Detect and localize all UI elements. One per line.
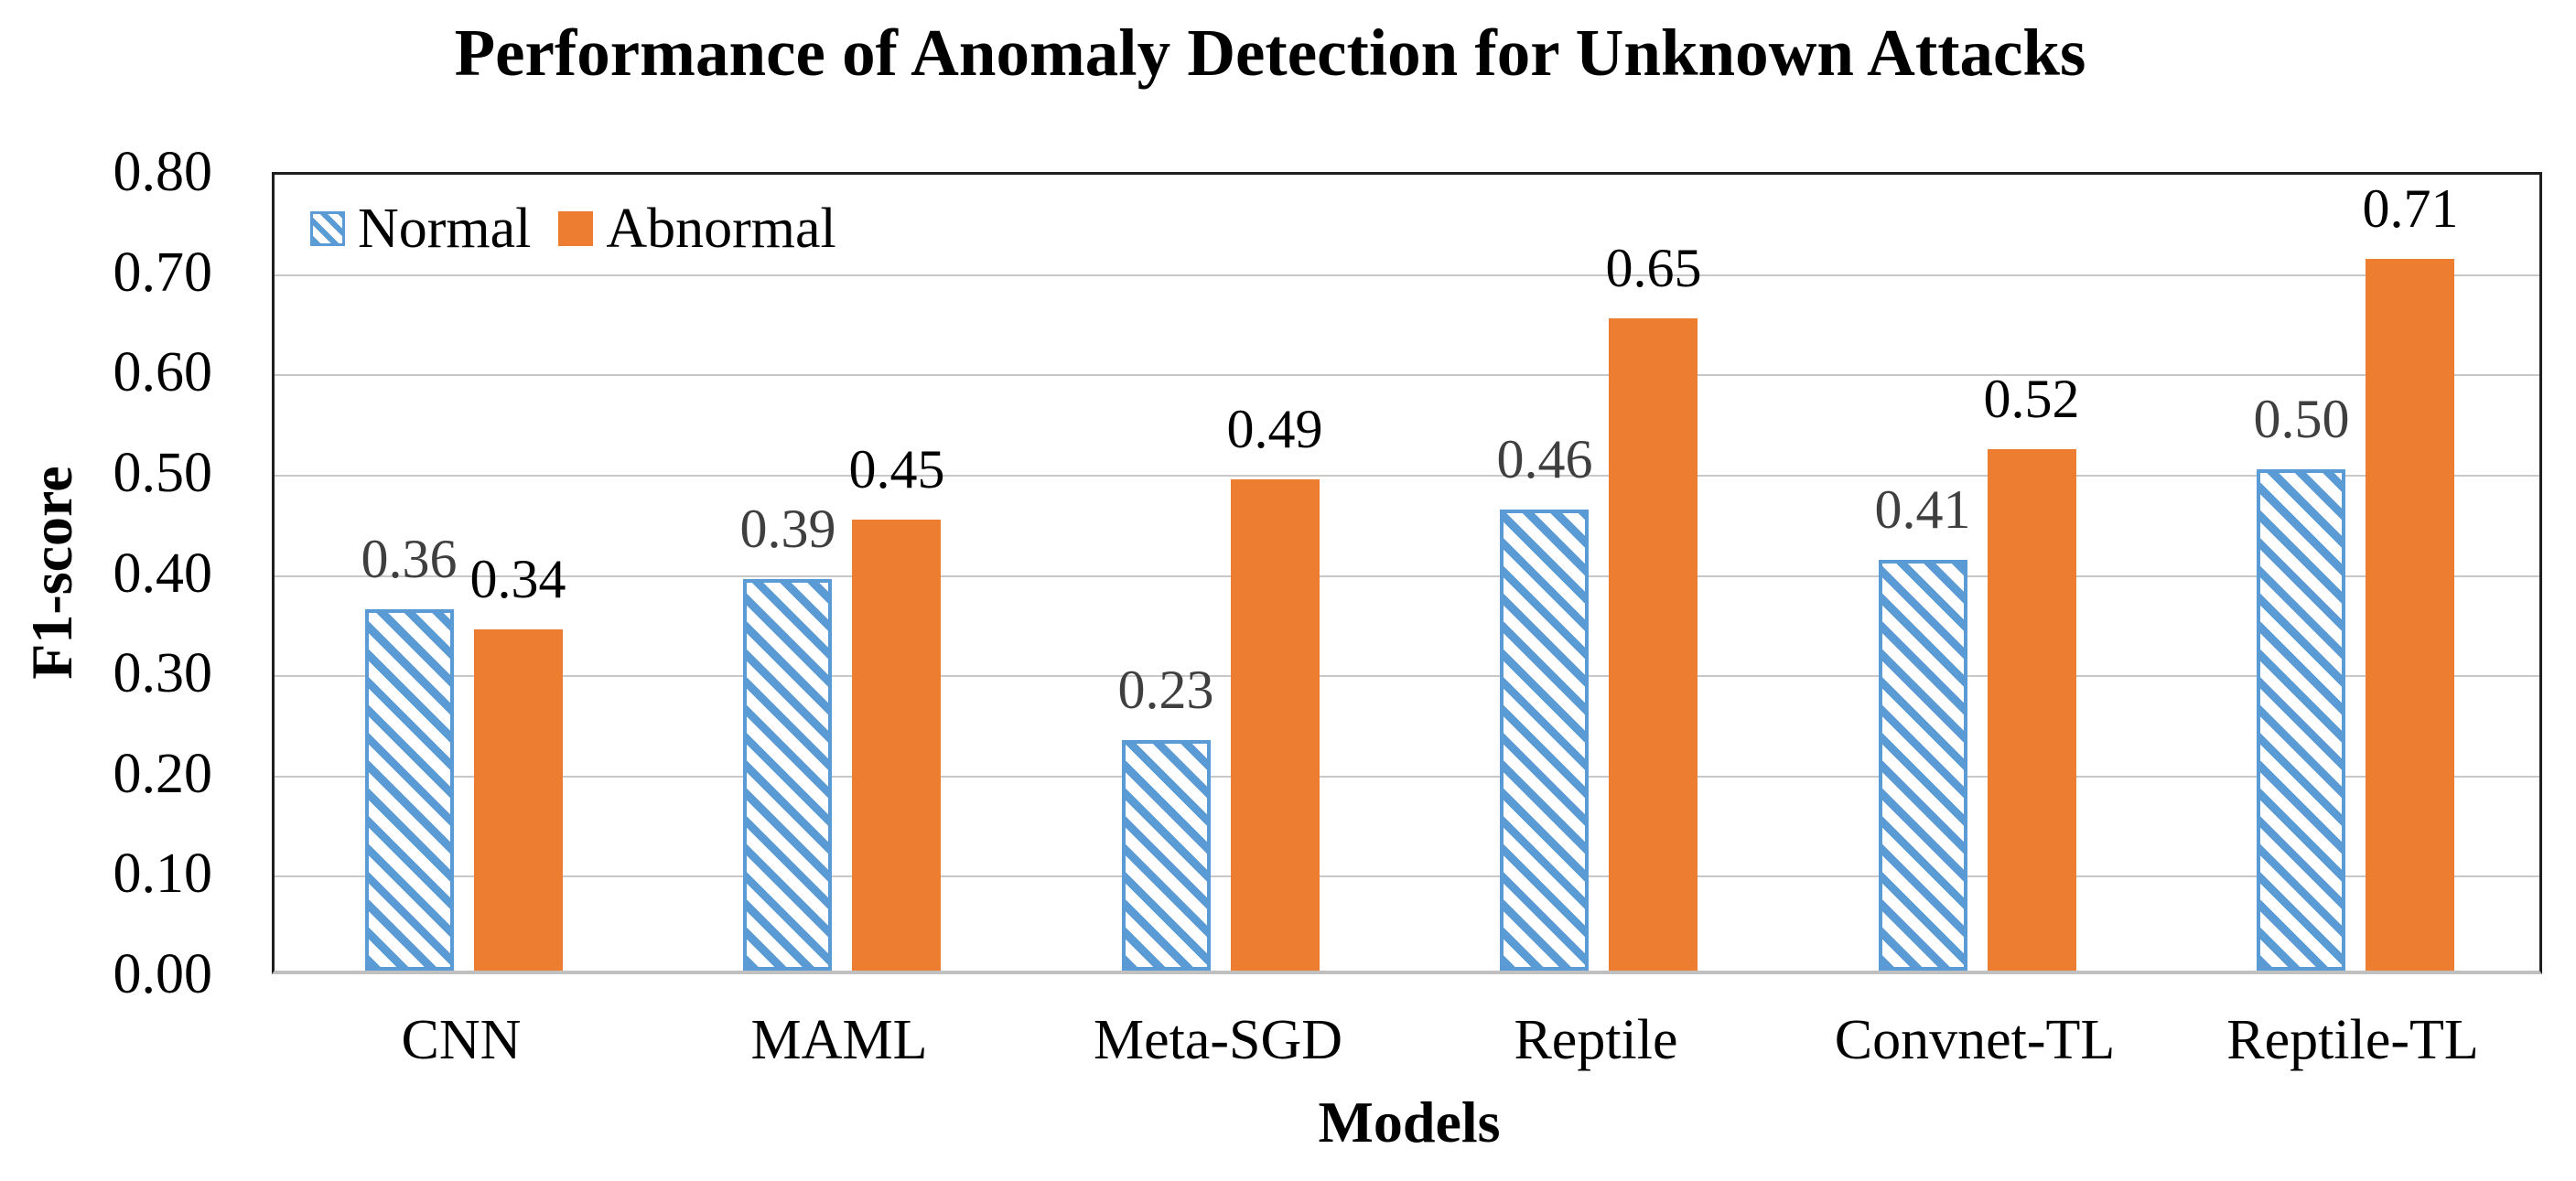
bar-normal-convnet-tl (1879, 560, 1967, 971)
ytick-label-0.20: 0.20 (113, 742, 213, 805)
gridline-0.10 (275, 875, 2539, 878)
value-label-normal-reptile-tl: 0.50 (2253, 389, 2350, 449)
x-axis-title: Models (1318, 1090, 1501, 1154)
ytick-label-0.30: 0.30 (113, 642, 213, 705)
ytick-label-0.40: 0.40 (113, 542, 213, 605)
gridline-0.40 (275, 574, 2539, 577)
bar-abnormal-cnn (474, 629, 563, 971)
value-label-normal-convnet-tl: 0.41 (1874, 479, 1971, 540)
legend-item-normal: Normal (310, 199, 531, 259)
value-label-normal-meta-sgd: 0.23 (1117, 660, 1214, 720)
value-label-normal-maml: 0.39 (739, 499, 836, 559)
legend: Normal Abnormal (310, 199, 836, 259)
category-label-reptile-tl: Reptile-TL (2226, 1009, 2479, 1071)
ytick-label-0.00: 0.00 (113, 943, 213, 1005)
ytick-label-0.80: 0.80 (113, 141, 213, 203)
chart-title: Performance of Anomaly Detection for Unk… (454, 16, 2086, 90)
value-label-normal-cnn: 0.36 (361, 529, 458, 589)
bar-normal-maml (743, 579, 832, 971)
ytick-label-0.60: 0.60 (113, 341, 213, 404)
legend-label-abnormal: Abnormal (606, 198, 836, 260)
category-label-reptile: Reptile (1514, 1009, 1678, 1071)
bar-abnormal-reptile (1609, 318, 1698, 971)
bar-normal-cnn (365, 609, 454, 971)
gridline-0.70 (275, 274, 2539, 276)
legend-swatch-normal-icon (310, 211, 345, 246)
bar-abnormal-reptile-tl (2366, 259, 2454, 971)
category-label-convnet-tl: Convnet-TL (1834, 1009, 2116, 1071)
value-label-abnormal-reptile: 0.65 (1605, 238, 1702, 298)
ytick-label-0.50: 0.50 (113, 441, 213, 504)
category-label-maml: MAML (750, 1009, 928, 1071)
legend-item-abnormal: Abnormal (558, 198, 836, 260)
plot-area: 0.36 0.39 0.23 0.46 0.41 0.50 0.34 0.45 0.49 0.65… (272, 172, 2542, 974)
gridline-0.60 (275, 374, 2539, 377)
ytick-label-0.70: 0.70 (113, 241, 213, 304)
value-label-abnormal-cnn: 0.34 (469, 549, 566, 609)
bar-abnormal-meta-sgd (1231, 479, 1320, 971)
bar-abnormal-maml (852, 520, 941, 971)
value-label-abnormal-convnet-tl: 0.52 (1983, 369, 2080, 429)
bar-normal-reptile-tl (2257, 469, 2345, 971)
bar-abnormal-convnet-tl (1988, 449, 2076, 971)
value-label-abnormal-reptile-tl: 0.71 (2362, 178, 2459, 239)
value-label-abnormal-meta-sgd: 0.49 (1226, 399, 1323, 459)
legend-swatch-abnormal-icon (558, 211, 594, 246)
gridline-0.30 (275, 675, 2539, 678)
bar-normal-reptile (1500, 510, 1589, 971)
legend-label-normal: Normal (358, 198, 532, 260)
bar-normal-meta-sgd (1122, 740, 1211, 971)
gridline-0.50 (275, 474, 2539, 477)
value-label-normal-reptile: 0.46 (1496, 429, 1593, 489)
category-label-meta-sgd: Meta-SGD (1093, 1009, 1343, 1071)
gridline-0.20 (275, 775, 2539, 778)
ytick-label-0.10: 0.10 (113, 843, 213, 906)
value-label-abnormal-maml: 0.45 (848, 439, 945, 499)
category-label-cnn: CNN (401, 1009, 522, 1071)
